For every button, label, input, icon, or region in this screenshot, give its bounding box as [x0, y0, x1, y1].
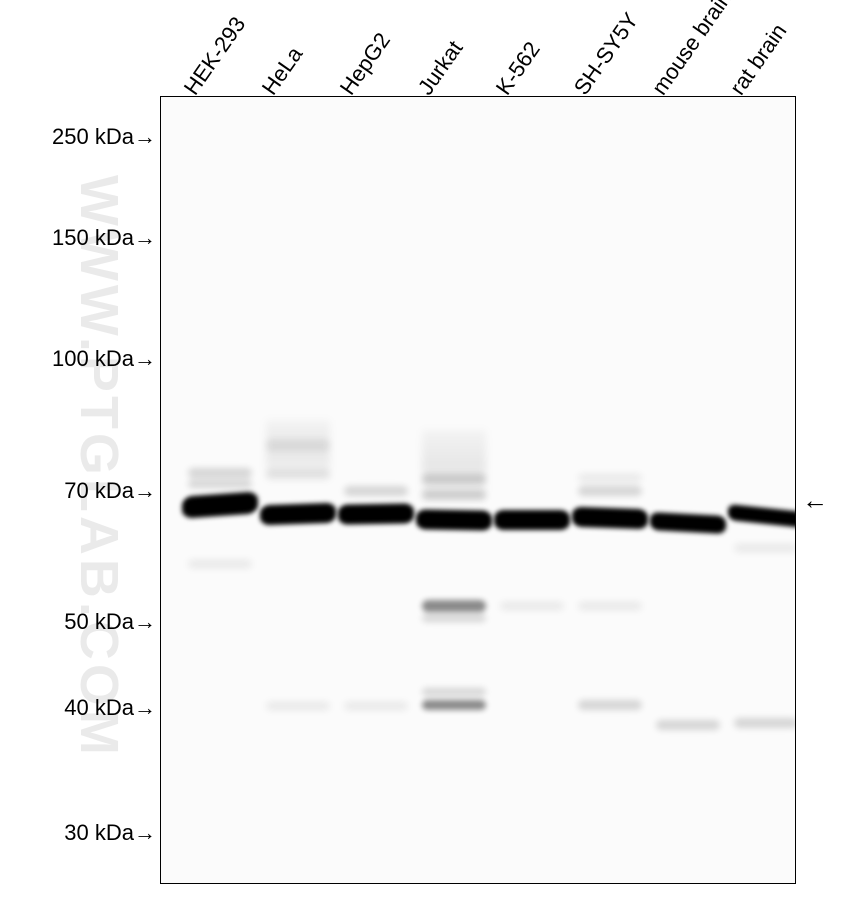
mw-marker-label: 100 kDa→ — [0, 346, 156, 372]
secondary-band — [188, 480, 252, 488]
mw-marker-label: 40 kDa→ — [0, 695, 156, 721]
secondary-band — [734, 718, 796, 728]
blot-membrane — [160, 96, 796, 884]
secondary-band — [422, 490, 486, 500]
secondary-band — [578, 700, 642, 710]
main-band — [728, 504, 796, 528]
mw-marker-label: 150 kDa→ — [0, 225, 156, 251]
main-band — [338, 503, 414, 524]
secondary-band — [422, 700, 486, 710]
main-band — [182, 491, 258, 518]
mw-marker-label: 250 kDa→ — [0, 124, 156, 150]
lane-label: Jurkat — [413, 36, 469, 100]
mw-marker-label: 30 kDa→ — [0, 820, 156, 846]
target-band-arrow: ← — [802, 485, 828, 516]
secondary-band — [500, 602, 564, 610]
lane-label: HeLa — [257, 42, 308, 100]
secondary-band — [422, 474, 486, 484]
secondary-band — [344, 702, 408, 710]
secondary-band — [344, 486, 408, 496]
lane-label: HEK-293 — [179, 12, 252, 100]
mw-marker-label: 70 kDa→ — [0, 478, 156, 504]
secondary-band — [422, 614, 486, 622]
lane-label: rat brain — [725, 19, 793, 100]
secondary-band — [422, 600, 486, 612]
watermark-text: WWW.PTGLAB.COM — [68, 175, 130, 759]
secondary-band — [656, 720, 720, 730]
main-band — [494, 510, 570, 530]
mw-marker-label: 50 kDa→ — [0, 609, 156, 635]
main-band — [572, 507, 648, 530]
western-blot-figure: WWW.PTGLAB.COM HEK-293HeLa HepG2 Jurkat K-5… — [0, 0, 850, 903]
secondary-band — [266, 440, 330, 450]
secondary-band — [266, 702, 330, 710]
secondary-band — [422, 688, 486, 696]
secondary-band — [578, 602, 642, 610]
lane-label: HepG2 — [335, 28, 396, 100]
secondary-band — [188, 468, 252, 478]
secondary-band — [734, 544, 796, 552]
secondary-band — [578, 486, 642, 496]
lane-label: SH-SY5Y — [569, 8, 644, 100]
secondary-band — [188, 560, 252, 568]
main-band — [416, 509, 492, 530]
secondary-band — [266, 470, 330, 478]
main-band — [260, 503, 336, 526]
main-band — [650, 512, 726, 534]
secondary-band — [578, 474, 642, 482]
lane-label: K-562 — [491, 37, 546, 100]
